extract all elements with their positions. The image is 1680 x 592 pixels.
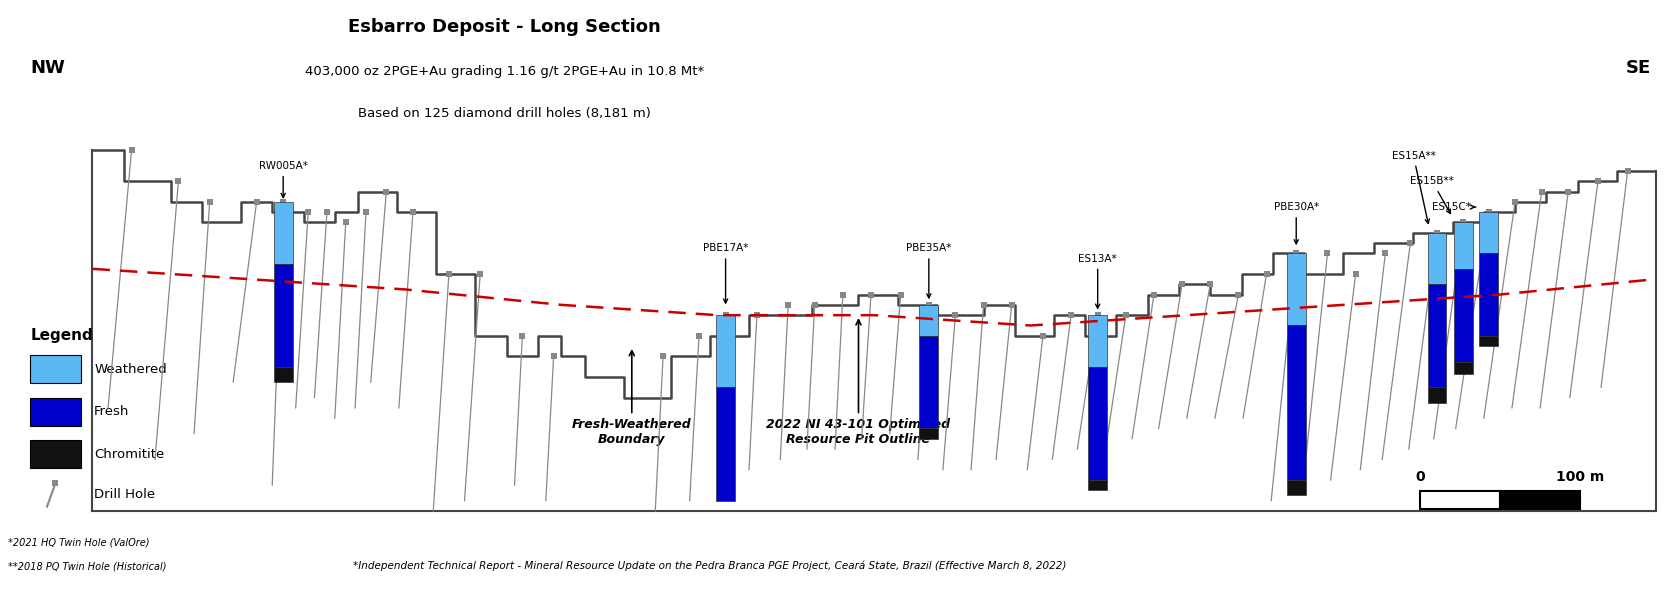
Text: ES15A**: ES15A** (1391, 151, 1435, 223)
Bar (30, 440, 81, 468)
Bar (1426, 233, 1445, 284)
Bar (1420, 491, 1499, 509)
Text: *Independent Technical Report - Mineral Resource Update on the Pedra Branca PGE : *Independent Technical Report - Mineral … (353, 561, 1065, 571)
Bar (716, 387, 734, 501)
Bar (30, 398, 81, 426)
Text: PBE30A*: PBE30A* (1273, 202, 1319, 244)
Bar (1426, 387, 1445, 403)
Text: PBE17A*: PBE17A* (702, 243, 748, 303)
Bar (919, 305, 937, 336)
Bar (1453, 362, 1472, 374)
Bar (274, 263, 292, 366)
Text: Based on 125 diamond drill holes (8,181 m): Based on 125 diamond drill holes (8,181 … (358, 107, 650, 120)
Bar (1287, 480, 1305, 496)
Bar (1087, 315, 1107, 366)
Bar (1426, 284, 1445, 387)
Text: Drill Hole: Drill Hole (94, 488, 155, 501)
Text: ES15C*: ES15C* (1431, 202, 1475, 212)
Bar (30, 355, 81, 383)
Bar (1087, 480, 1107, 490)
Text: ES15B**: ES15B** (1410, 176, 1453, 214)
Bar (1478, 212, 1497, 253)
Text: Fresh-Weathered
Boundary: Fresh-Weathered Boundary (571, 350, 690, 446)
Text: RW005A*: RW005A* (259, 161, 307, 198)
Text: Fresh: Fresh (94, 406, 129, 419)
Bar (1478, 336, 1497, 346)
Bar (1453, 223, 1472, 269)
Bar (1453, 269, 1472, 362)
Text: PBE35A*: PBE35A* (906, 243, 951, 298)
Text: Legend: Legend (30, 329, 92, 343)
Bar (1087, 366, 1107, 480)
Text: 0: 0 (1415, 470, 1425, 484)
Text: Chromitite: Chromitite (94, 448, 165, 461)
Bar (1287, 326, 1305, 480)
Bar (919, 336, 937, 429)
Bar (1499, 491, 1579, 509)
Text: 2022 NI 43-101 Optimized
Resource Pit Outline: 2022 NI 43-101 Optimized Resource Pit Ou… (766, 320, 949, 446)
Text: ES13A*: ES13A* (1079, 254, 1116, 308)
Text: *2021 HQ Twin Hole (ValOre): *2021 HQ Twin Hole (ValOre) (8, 538, 150, 548)
Text: SE: SE (1625, 59, 1650, 77)
Bar (1478, 253, 1497, 336)
Bar (716, 315, 734, 387)
Text: 100 m: 100 m (1556, 470, 1603, 484)
Text: Weathered: Weathered (94, 363, 166, 376)
Text: **2018 PQ Twin Hole (Historical): **2018 PQ Twin Hole (Historical) (8, 561, 166, 571)
Bar (274, 366, 292, 382)
Text: NW: NW (30, 59, 66, 77)
Text: 403,000 oz 2PGE+Au grading 1.16 g/t 2PGE+Au in 10.8 Mt*: 403,000 oz 2PGE+Au grading 1.16 g/t 2PGE… (304, 65, 704, 78)
Bar (919, 429, 937, 439)
Text: Esbarro Deposit - Long Section: Esbarro Deposit - Long Section (348, 18, 660, 36)
Bar (1287, 253, 1305, 326)
Bar (274, 202, 292, 263)
